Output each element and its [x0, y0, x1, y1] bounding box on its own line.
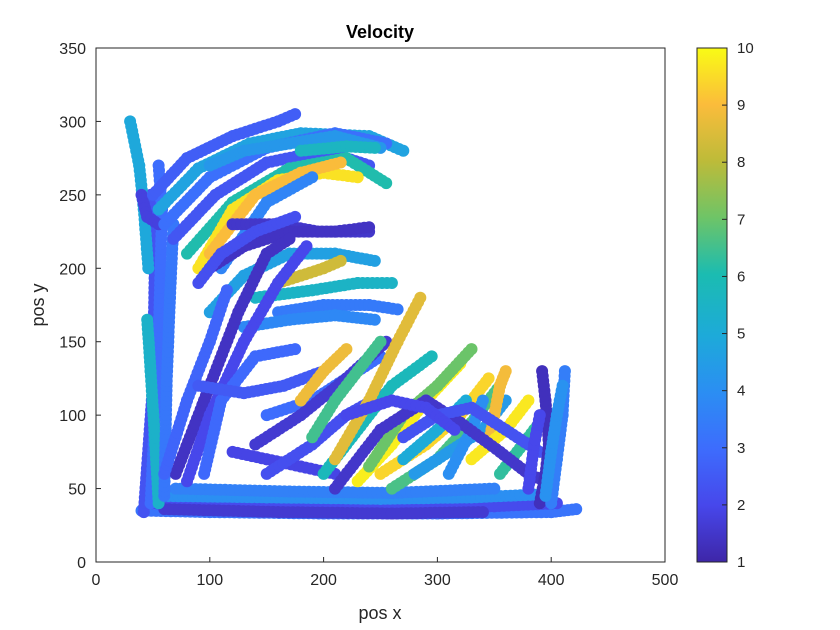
colorbar-tick-label: 4 — [737, 383, 745, 400]
data-point — [306, 171, 319, 184]
x-axis-ticks: 0 100 200 300 400 500 — [92, 557, 679, 589]
data-point — [448, 423, 461, 436]
data-point — [380, 177, 393, 190]
data-point — [391, 303, 404, 316]
x-tick-label: 100 — [196, 572, 223, 589]
colorbar-tick-label: 2 — [737, 497, 745, 514]
y-tick-label: 250 — [59, 188, 86, 205]
data-point — [363, 221, 376, 234]
x-tick-label: 300 — [424, 572, 451, 589]
data-point — [476, 506, 489, 519]
data-point — [289, 343, 302, 356]
colorbar — [696, 47, 728, 563]
y-tick-label: 0 — [77, 555, 86, 572]
data-point — [374, 335, 387, 348]
data-point — [536, 365, 549, 378]
data-point — [533, 409, 546, 422]
data-point — [289, 210, 302, 223]
data-point — [465, 343, 478, 356]
y-tick-label: 300 — [59, 114, 86, 131]
x-tick-label: 500 — [652, 572, 679, 589]
colorbar-tick-label: 8 — [737, 154, 745, 171]
colorbar-tick-label: 7 — [737, 211, 745, 228]
data-point — [300, 240, 313, 253]
x-tick-label: 200 — [310, 572, 337, 589]
x-axis-label: pos x — [358, 603, 401, 623]
data-point — [556, 379, 569, 392]
data-point — [499, 365, 512, 378]
data-point — [385, 277, 398, 289]
data-point — [476, 394, 489, 407]
data-point — [425, 350, 438, 363]
y-tick-label: 100 — [59, 408, 86, 425]
colorbar-tick-label: 6 — [737, 268, 745, 285]
data-point — [482, 372, 495, 385]
colorbar-tick-label: 5 — [737, 326, 745, 343]
y-axis-label: pos y — [28, 283, 48, 326]
y-tick-label: 200 — [59, 261, 86, 278]
data-point — [152, 159, 165, 172]
colorbar-tick-label: 10 — [737, 40, 754, 57]
data-point — [289, 108, 302, 121]
y-tick-label: 150 — [59, 335, 86, 352]
colorbar-tick-label: 3 — [737, 440, 745, 457]
data-point — [142, 262, 155, 275]
plot-axes-box — [95, 47, 666, 563]
colorbar-tick-label: 9 — [737, 97, 745, 114]
data-points — [124, 108, 583, 520]
data-point — [558, 365, 571, 378]
x-tick-label: 400 — [538, 572, 565, 589]
data-point — [283, 232, 296, 245]
y-tick-label: 350 — [59, 41, 86, 58]
chart-title: Velocity — [346, 22, 414, 42]
data-point — [334, 156, 347, 169]
data-point — [368, 141, 381, 154]
x-tick-label: 0 — [92, 572, 101, 589]
data-point — [397, 144, 410, 157]
y-axis-ticks: 0 50 100 150 200 250 300 350 — [59, 41, 101, 572]
y-tick-label: 50 — [68, 482, 86, 499]
data-point — [340, 343, 353, 356]
colorbar-ticks: 1 2 3 4 5 6 7 8 9 10 — [722, 40, 754, 571]
data-point — [414, 291, 427, 304]
data-point — [334, 254, 347, 267]
data-point — [368, 313, 381, 326]
data-point — [570, 503, 583, 516]
data-point — [351, 171, 364, 184]
data-point — [488, 482, 501, 495]
colorbar-tick-label: 1 — [737, 554, 745, 571]
data-point — [522, 394, 535, 407]
data-point — [220, 284, 233, 297]
data-point — [368, 254, 381, 267]
